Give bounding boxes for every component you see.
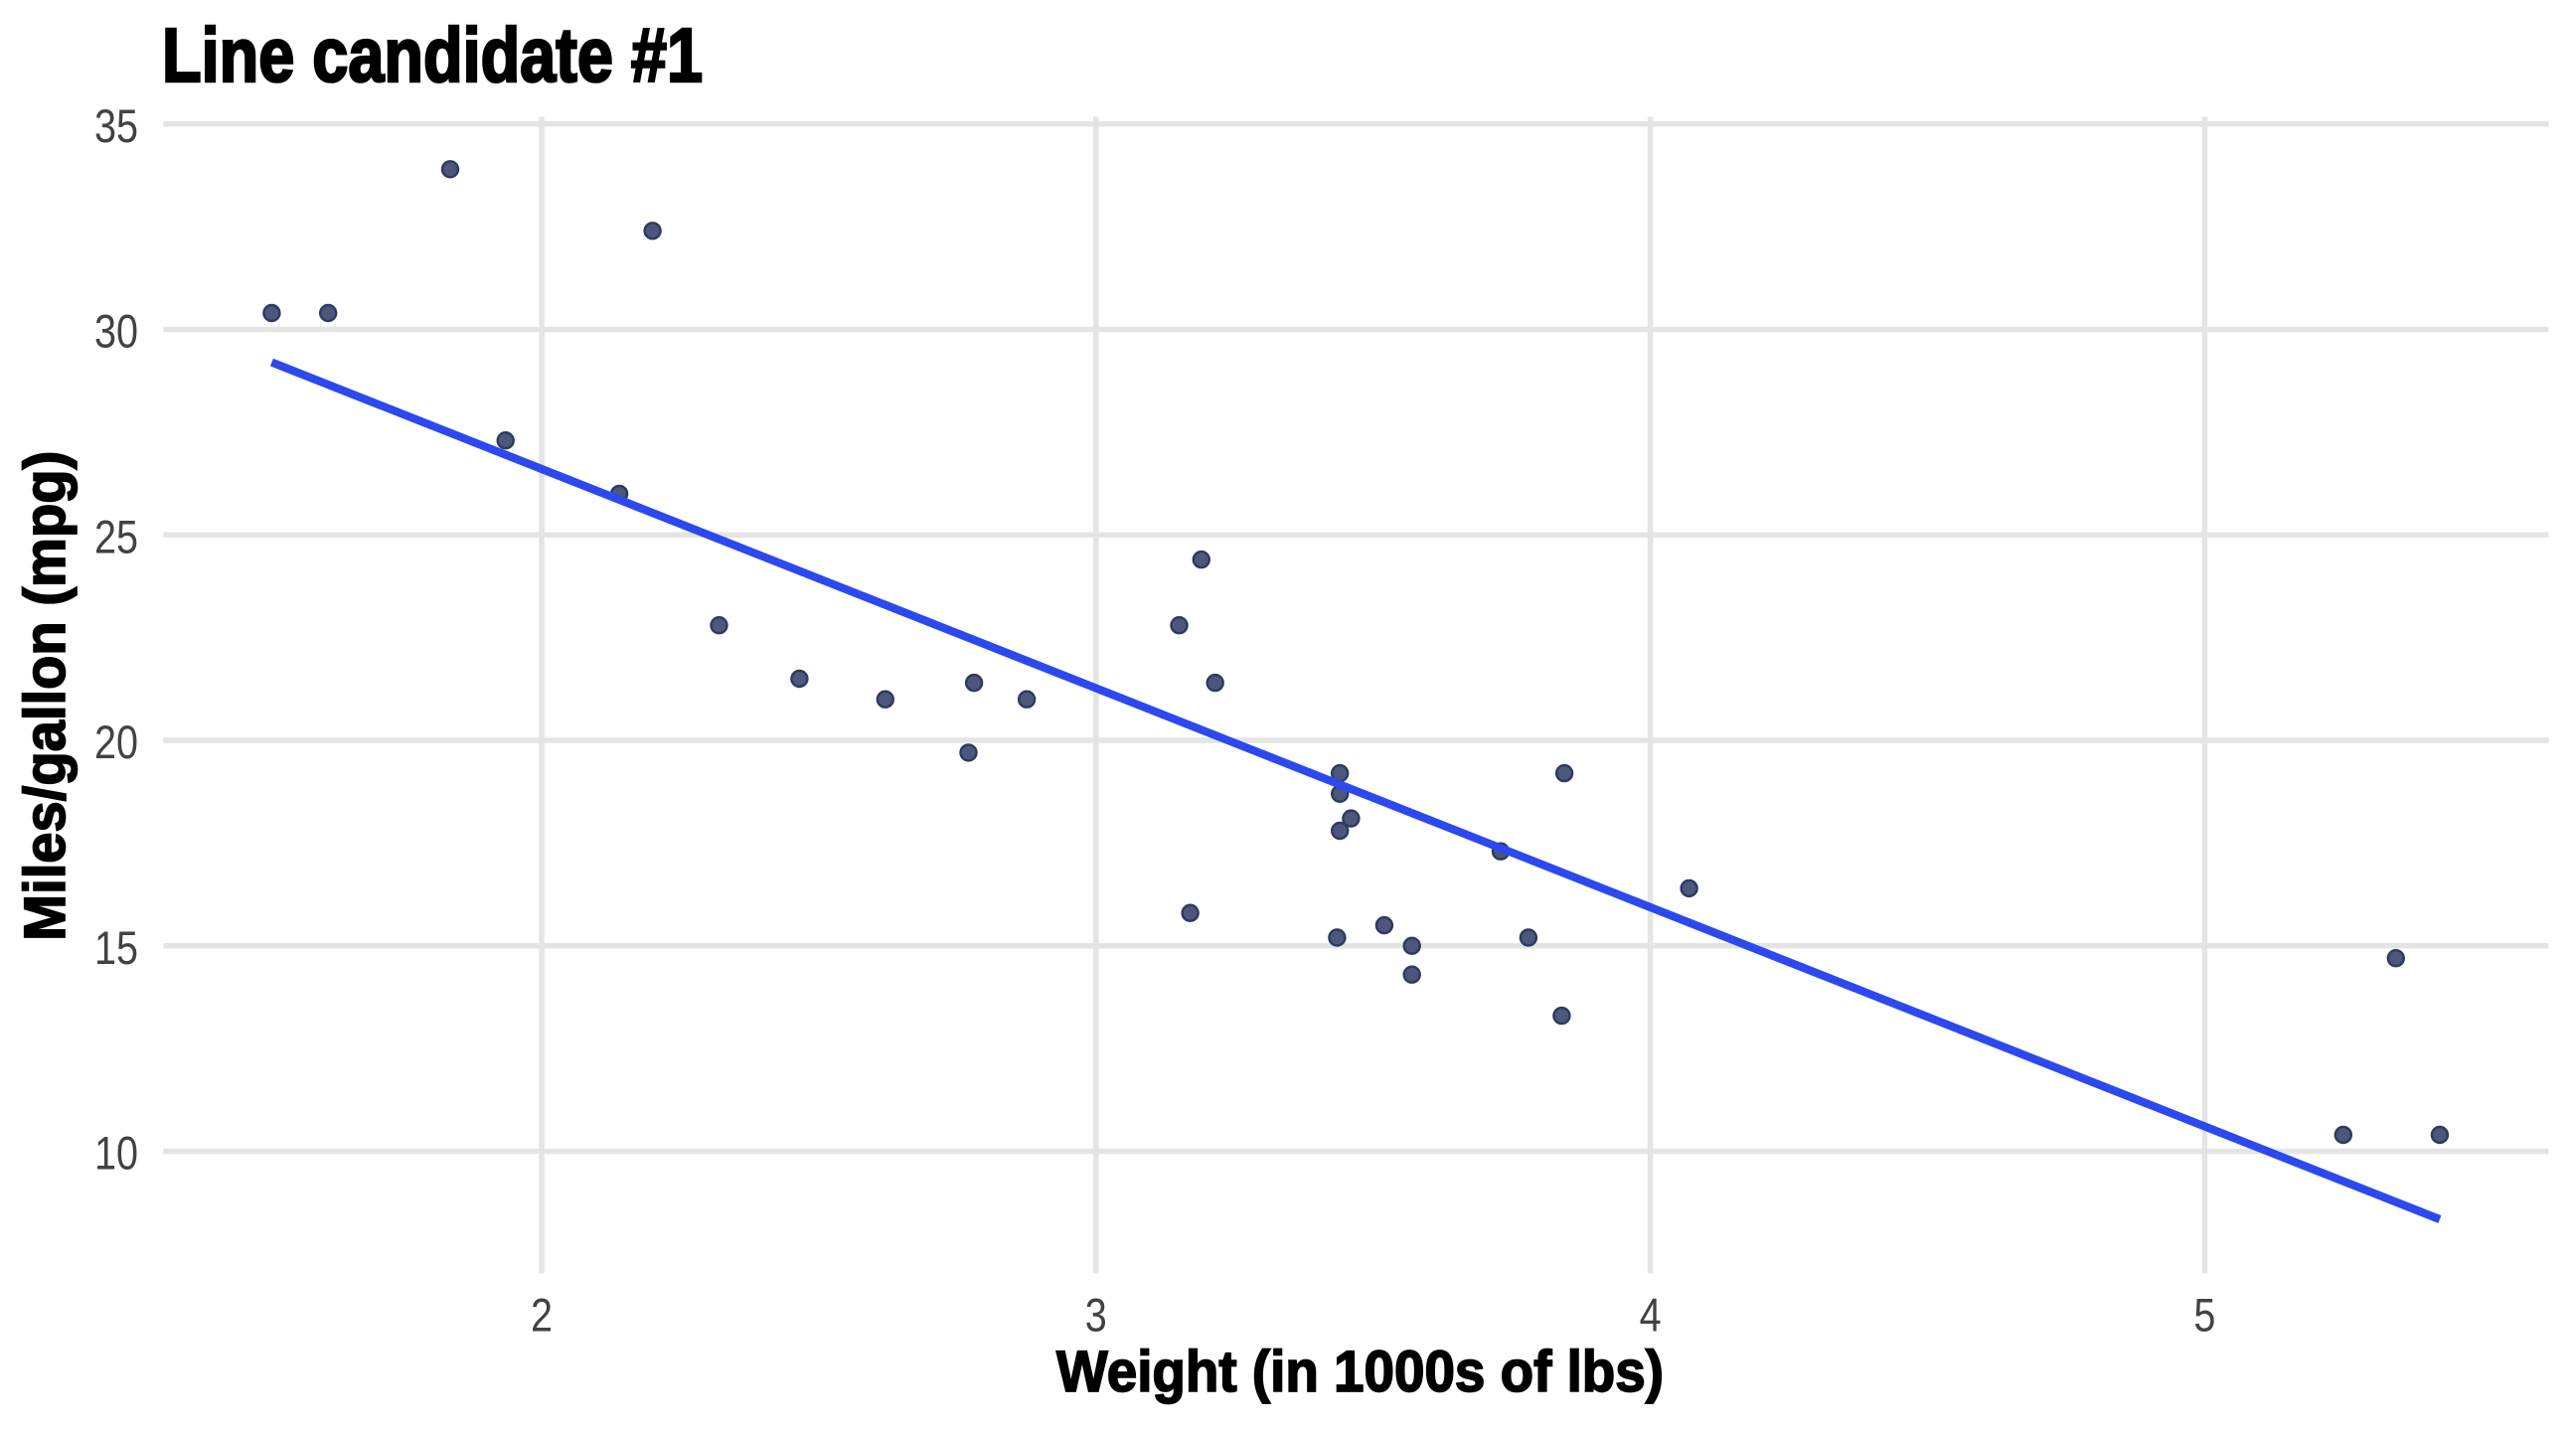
- svg-text:35: 35: [94, 99, 138, 152]
- svg-text:4: 4: [1640, 1289, 1662, 1342]
- svg-text:Weight (in 1000s of lbs): Weight (in 1000s of lbs): [1056, 1340, 1664, 1404]
- svg-text:30: 30: [94, 305, 138, 358]
- svg-text:25: 25: [94, 510, 138, 562]
- svg-text:2: 2: [531, 1289, 553, 1342]
- svg-text:Miles/gallon (mpg): Miles/gallon (mpg): [13, 451, 78, 941]
- svg-text:5: 5: [2193, 1289, 2215, 1342]
- svg-text:15: 15: [94, 921, 138, 974]
- svg-text:Line candidate #1: Line candidate #1: [162, 13, 703, 98]
- svg-text:20: 20: [94, 716, 138, 768]
- svg-text:10: 10: [94, 1127, 138, 1180]
- svg-text:3: 3: [1085, 1289, 1107, 1342]
